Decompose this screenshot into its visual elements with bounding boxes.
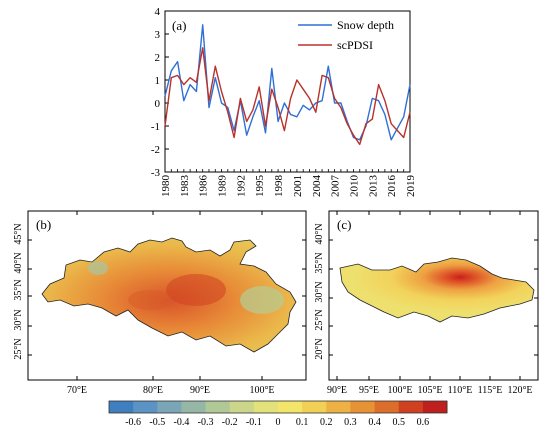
colorbar-segment [350, 401, 375, 413]
map-xtick-label: 110°E [448, 385, 473, 396]
colorbar-segment [229, 401, 255, 413]
panel-a-xtick-label: 1980 [160, 175, 172, 198]
colorbar-tick-label: 0.3 [344, 417, 357, 428]
map-ytick-label: 40°N [13, 252, 24, 273]
colorbar-segment [157, 401, 182, 413]
colorbar-tick-label: -0.6 [125, 417, 141, 428]
map-ytick-label: 40°N [314, 223, 325, 244]
colorbar-segment [133, 401, 158, 413]
map-xtick-label: 120°E [507, 385, 532, 396]
panel-a-ytick-label: 0 [155, 98, 161, 110]
map-xtick-label: 115°E [478, 385, 503, 396]
panel-a-xtick-label: 2004 [311, 175, 323, 198]
map-xtick-label: 100°E [387, 385, 412, 396]
colorbar-tick-label: 0 [276, 417, 281, 428]
map-xtick-label: 70°E [67, 385, 87, 396]
panel-a-ytick-label: -1 [151, 121, 160, 133]
colorbar-tick-label: -0.5 [149, 417, 165, 428]
colorbar-segment [374, 401, 400, 413]
colorbar-tick-label: 0.5 [392, 417, 405, 428]
plateau-low-area [88, 261, 108, 275]
yangtze-basin-region [339, 257, 535, 323]
map-xtick-label: 80°E [143, 385, 163, 396]
colorbar-segment [422, 401, 448, 413]
panel-a-ytick-label: 1 [155, 75, 161, 87]
colorbar-tick-label: -0.3 [198, 417, 214, 428]
map-xtick-label: 95°E [359, 385, 379, 396]
map-ytick-label: 45°N [13, 223, 24, 244]
panel-label: (c) [337, 217, 351, 232]
series-line-scpdsi [164, 47, 411, 146]
colorbar-segment [302, 401, 327, 413]
colorbar-segment [253, 401, 279, 413]
panel-a-xtick-label: 2001 [292, 175, 304, 197]
colorbar-tick-label: -0.2 [222, 417, 238, 428]
panel-a-ytick-label: -3 [151, 167, 161, 179]
legend-label: scPDSI [337, 38, 373, 52]
map-ytick-label: 20°N [314, 338, 325, 359]
colorbar-tick-label: -0.4 [174, 417, 190, 428]
legend-label: Snow depth [337, 18, 394, 32]
panel-a-ytick-label: 2 [155, 52, 161, 64]
colorbar-tick-label: 0.1 [296, 417, 309, 428]
panel-a-xtick-label: 2010 [348, 175, 360, 198]
map-xtick-label: 105°E [417, 385, 442, 396]
panel-a-ytick-label: -2 [151, 144, 160, 156]
colorbar-segment [278, 401, 303, 413]
colorbar-frame [108, 400, 448, 414]
colorbar-segment [181, 401, 206, 413]
map-ytick-label: 30°N [13, 309, 24, 330]
panel-c [328, 210, 539, 381]
colorbar-segment [109, 401, 134, 413]
series-line-snow-depth [164, 24, 411, 141]
plateau-low-area [240, 286, 284, 314]
panel-a-frame [164, 10, 411, 173]
map-ytick-label: 35°N [13, 279, 24, 300]
panel-a-xtick-label: 1992 [235, 175, 247, 197]
panel-a-ytick-label: 4 [155, 6, 161, 18]
map-ytick-label: 25°N [314, 309, 325, 330]
panel-a-xtick-label: 1986 [198, 175, 210, 198]
colorbar-tick-label: 0.4 [368, 417, 381, 428]
colorbar-tick-label: 0.2 [320, 417, 333, 428]
panel-b [27, 210, 307, 381]
panel-a-xtick-label: 1983 [179, 175, 191, 198]
panel-a-xtick-label: 2019 [405, 175, 417, 198]
panel-a-xtick-label: 2016 [386, 175, 398, 198]
plateau-high-area [166, 274, 226, 306]
colorbar-segment [326, 401, 351, 413]
panel-a-xtick-label: 2007 [330, 175, 342, 198]
colorbar-segment [398, 401, 424, 413]
panel-a-xtick-label: 1998 [273, 175, 285, 198]
panel-a-xtick-label: 1995 [254, 175, 266, 198]
colorbar-tick-label: 0.6 [417, 417, 430, 428]
panel-a-xtick-label: 1989 [217, 175, 229, 198]
map-xtick-label: 90°E [327, 385, 347, 396]
colorbar-tick-label: -0.1 [246, 417, 262, 428]
map-ytick-label: 35°N [314, 252, 325, 273]
map-xtick-label: 100°E [249, 385, 274, 396]
panel-a-label: (a) [172, 18, 186, 33]
panel-a-ytick-label: 3 [155, 29, 161, 41]
map-ytick-label: 30°N [314, 281, 325, 302]
colorbar-segment [205, 401, 231, 413]
map-ytick-label: 25°N [13, 338, 24, 359]
map-xtick-label: 90°E [190, 385, 210, 396]
panel-label: (b) [36, 217, 51, 232]
plateau-high-area [128, 290, 172, 310]
panel-a-xtick-label: 2013 [367, 175, 379, 198]
